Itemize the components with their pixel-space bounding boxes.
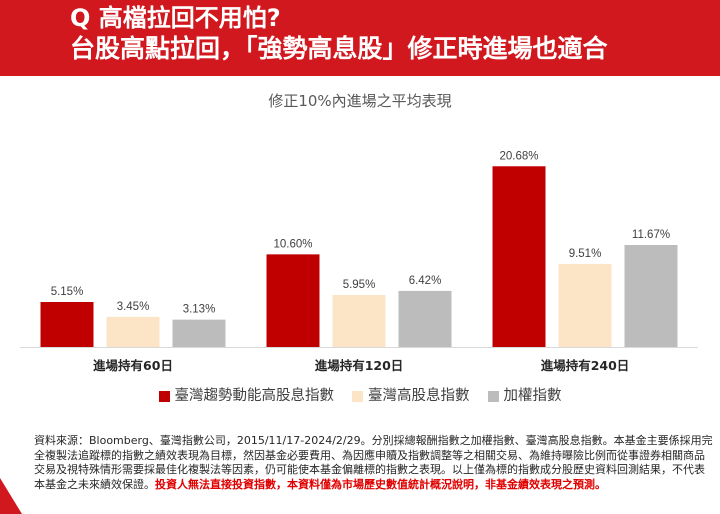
bar-trend-dividend: [41, 302, 94, 347]
title-banner: Q 高檔拉回不用怕? 台股高點拉回，「強勢高息股」修正時進場也適合: [0, 0, 720, 76]
bar-high-dividend: [107, 317, 160, 347]
legend-swatch: [159, 391, 170, 402]
bar-trend-dividend: [267, 254, 320, 347]
bar-chart: 5.15% 3.45% 3.13% 進場持有60日 10.60% 5.95% 6.42% 進場…: [0, 140, 720, 380]
data-label: 11.67%: [632, 229, 670, 241]
title-headline: 台股高點拉回，「強勢高息股」修正時進場也適合: [70, 36, 608, 61]
source-footnote: 資料來源：Bloomberg、臺灣指數公司，2015/11/17-2024/2/…: [34, 434, 714, 492]
data-label: 20.68%: [499, 150, 538, 162]
legend-label: 臺灣高股息指數: [368, 387, 470, 405]
legend-item-trend-dividend-index: 臺灣趨勢動能高股息指數: [159, 387, 335, 405]
legend-item-taiex: 加權指數: [488, 387, 562, 405]
bar-taiex: [625, 245, 678, 347]
bar-taiex: [173, 320, 226, 347]
data-label: 3.45%: [117, 301, 150, 313]
footnote-disclaimer: 投資人無法直接投資指數，本資料僅為市場歷史數值統計概況說明，非基金績效表現之預測…: [155, 478, 606, 491]
data-label: 3.13%: [183, 304, 216, 316]
category-label: 進場持有240日: [541, 358, 630, 373]
bar-high-dividend: [559, 264, 612, 347]
bar-taiex: [399, 291, 452, 347]
data-label: 9.51%: [569, 248, 602, 260]
data-label: 10.60%: [273, 238, 312, 250]
data-label: 5.95%: [343, 279, 376, 291]
legend-item-high-dividend-index: 臺灣高股息指數: [352, 387, 470, 405]
corner-decoration: [0, 476, 24, 514]
category-label: 進場持有120日: [315, 358, 404, 373]
legend-label: 加權指數: [504, 387, 562, 405]
title-question: Q 高檔拉回不用怕?: [70, 6, 281, 30]
bar-trend-dividend: [493, 166, 546, 347]
data-label: 6.42%: [409, 275, 442, 287]
chart-title: 修正10%內進場之平均表現: [0, 92, 720, 110]
legend-swatch: [488, 391, 499, 402]
bar-high-dividend: [333, 295, 386, 347]
legend-swatch: [352, 391, 363, 402]
legend-label: 臺灣趨勢動能高股息指數: [175, 387, 335, 405]
chart-legend: 臺灣趨勢動能高股息指數 臺灣高股息指數 加權指數: [0, 387, 720, 405]
category-label: 進場持有60日: [93, 358, 173, 373]
data-label: 5.15%: [51, 286, 84, 298]
